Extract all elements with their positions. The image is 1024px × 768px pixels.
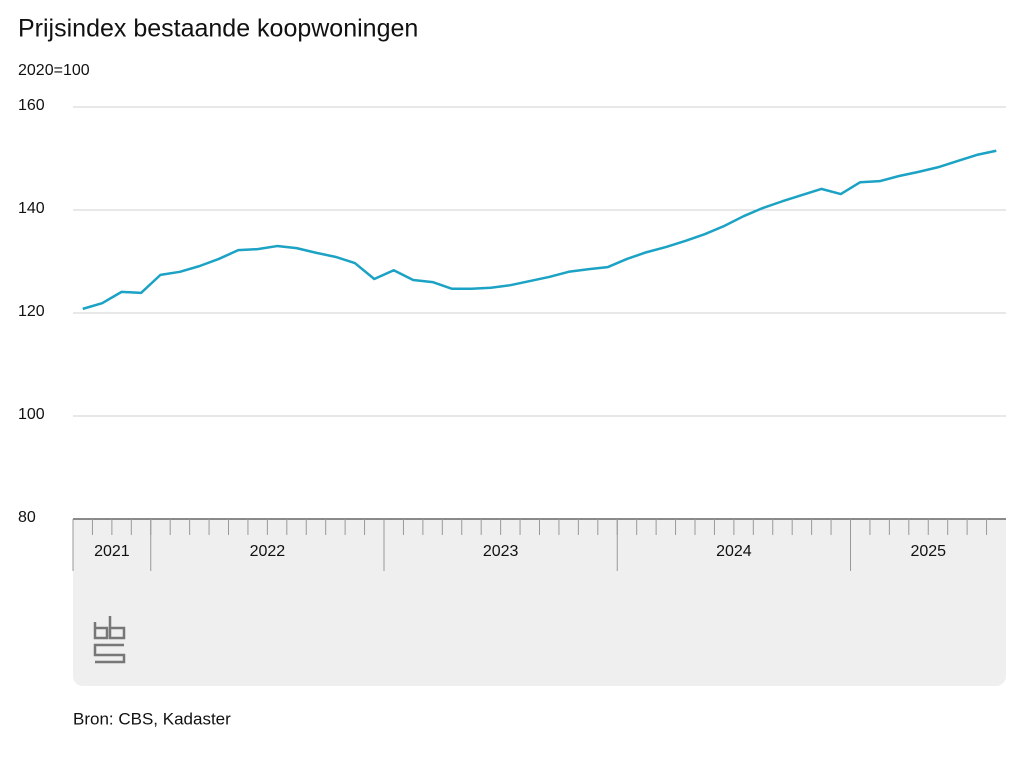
x-tick-label: 2024 bbox=[716, 543, 752, 560]
cbs-logo bbox=[93, 616, 126, 664]
chart-title: Prijsindex bestaande koopwoningen bbox=[18, 15, 418, 43]
y-tick-label: 100 bbox=[18, 406, 45, 423]
y-tick-label: 120 bbox=[18, 303, 45, 320]
line-series bbox=[82, 149, 997, 311]
x-tick-label: 2023 bbox=[483, 543, 519, 560]
axis-panel bbox=[73, 519, 1006, 686]
x-tick-label: 2022 bbox=[250, 543, 286, 560]
y-tick-label: 160 bbox=[18, 97, 45, 114]
source: Bron: CBS, Kadaster bbox=[73, 709, 231, 728]
x-tick-label: 2025 bbox=[910, 543, 946, 560]
y-tick-label: 140 bbox=[18, 200, 45, 217]
y-tick-label: 80 bbox=[18, 509, 36, 526]
chart-subtitle: 2020=100 bbox=[18, 62, 90, 79]
x-tick-label: 2021 bbox=[94, 543, 130, 560]
